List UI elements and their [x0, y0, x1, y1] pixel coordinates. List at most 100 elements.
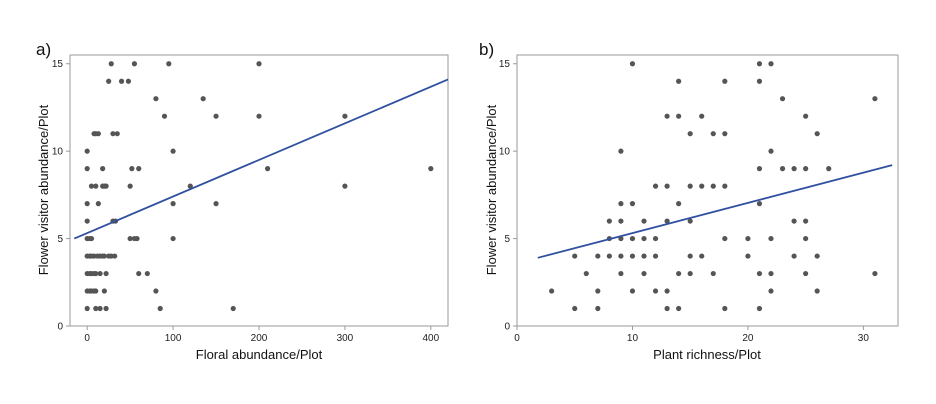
panel-b-y-tick-label: 5 [504, 234, 510, 245]
panel-b-y-axis-label: Flower visitor abundance/Plot [484, 104, 499, 275]
panel-b-data-point [641, 235, 647, 242]
panel-a-label: a) [36, 40, 51, 59]
panel-b-data-point [779, 166, 786, 172]
panel-b-data-point [664, 305, 670, 312]
panel-b-data-point [722, 235, 728, 242]
panel-b-plot-frame [516, 54, 899, 327]
panel-b-data-point [595, 253, 601, 259]
panel-b-data-point [791, 218, 797, 224]
panel-b-data-point [629, 61, 636, 67]
panel-b-fit-line [537, 164, 893, 259]
panel-a-data-point [103, 183, 109, 189]
panel-a-data-point [118, 78, 125, 84]
panel-a-data-point [101, 253, 107, 259]
panel-b-data-point [676, 201, 682, 207]
panel-b-data-point [722, 131, 728, 137]
panel-b-data-point [595, 288, 601, 294]
panel-b-data-point [768, 270, 774, 277]
panel-a-data-point [428, 166, 434, 172]
panel-b-data-point [629, 235, 636, 242]
panel-a-data-point [125, 78, 132, 84]
panel-a-data-point [127, 183, 133, 189]
panel-b-data-point [572, 253, 578, 259]
panel-a-data-point [157, 305, 163, 312]
panel-a-data-point [170, 201, 176, 207]
panel-b-data-point [618, 253, 624, 259]
panel-a-data-point [84, 201, 90, 207]
panel-b-data-point [595, 305, 601, 312]
panel-b-data-point [756, 201, 763, 207]
panel-b-data-point [606, 253, 612, 259]
panel-a-data-point [108, 61, 114, 67]
panel-b-data-point [676, 305, 682, 312]
panel-a-x-tick-label: 0 [84, 333, 90, 344]
panel-b-data-point [572, 305, 578, 312]
panel-b-data-point [722, 78, 728, 84]
panel-b-data-point [814, 253, 820, 259]
panel-a-data-point [264, 166, 271, 172]
panel-a-data-point [103, 305, 109, 312]
panel-a-data-point [84, 166, 90, 172]
panel-b-data-point [710, 131, 716, 137]
panel-b-data-point [687, 218, 693, 224]
panel-a-y-tick-label: 15 [52, 59, 64, 70]
panel-b-data-point [664, 218, 670, 224]
panel-b-x-tick-label: 0 [514, 333, 520, 344]
panel-b-y-tick-label: 0 [504, 322, 510, 333]
panel-a-y-tick-label: 5 [57, 234, 63, 245]
panel-a-x-tick-label: 100 [165, 333, 182, 344]
panel-a-data-point [153, 96, 159, 102]
panel-a-data-point [93, 288, 99, 294]
panel-a-data-point [95, 131, 101, 137]
panel-a-data-point [97, 305, 103, 312]
panel-b-data-point [768, 288, 774, 294]
panel-b-ticks: 0 10 20 30 0 5 10 15 [499, 59, 869, 344]
panel-a-data-point [134, 235, 140, 242]
panel-a-data-point [161, 113, 168, 119]
panel-b-data-point [791, 253, 797, 259]
panel-b-data-point [618, 148, 624, 154]
panel-b-data-point [687, 270, 693, 277]
panel-b-x-tick-label: 20 [742, 333, 754, 344]
panel-b-data-point [606, 218, 612, 224]
panel-b-data-point [629, 288, 636, 294]
panel-a-data-point [170, 235, 176, 242]
panel-b-data-point [652, 253, 659, 259]
panel-b-data-point [756, 78, 763, 84]
panel-b-data-point [745, 235, 751, 242]
panel-a-fit-line [73, 78, 449, 240]
panel-b-x-tick-label: 10 [627, 333, 639, 344]
panel-b-data-point [652, 235, 659, 242]
panel-a-data-point [144, 270, 150, 277]
panel-a-data-point [93, 183, 99, 189]
panel-b-x-axis-label: Plant richness/Plot [653, 347, 761, 362]
panel-a-data-point [93, 270, 99, 277]
panel-b-data-point [803, 235, 809, 242]
panel-a-data-point [114, 131, 120, 137]
panel-b-data-point [756, 305, 763, 312]
panel-a-x-tick-label: 200 [251, 333, 268, 344]
panel-a: a) 0 100 200 300 400 0 5 10 15 Floral abundance/… [36, 40, 449, 362]
panel-b-data-point [641, 253, 647, 259]
panel-a-data-point [84, 218, 90, 224]
panel-b-label: b) [479, 40, 494, 59]
panel-b-data-point [618, 201, 624, 207]
panel-a-data-point [93, 305, 99, 312]
panel-b-points [549, 61, 878, 312]
panel-a-data-point [106, 78, 112, 84]
panel-a-data-point [88, 183, 95, 189]
panel-a-data-point [101, 288, 107, 294]
panel-b-x-tick-label: 30 [858, 333, 870, 344]
panel-a-plot-frame [69, 54, 449, 327]
panel-a-y-axis-label: Flower visitor abundance/Plot [36, 104, 51, 275]
panel-b-data-point [664, 183, 670, 189]
panel-b-y-tick-label: 10 [499, 147, 511, 158]
panel-b-data-point [710, 270, 716, 277]
panel-a-data-point [187, 183, 193, 189]
panel-a-data-point [97, 270, 103, 277]
panel-a-data-point [256, 61, 262, 67]
panel-a-y-tick-label: 0 [57, 322, 63, 333]
panel-b-data-point [872, 270, 878, 277]
panel-b-data-point [549, 288, 555, 294]
panel-a-data-point [131, 61, 138, 67]
